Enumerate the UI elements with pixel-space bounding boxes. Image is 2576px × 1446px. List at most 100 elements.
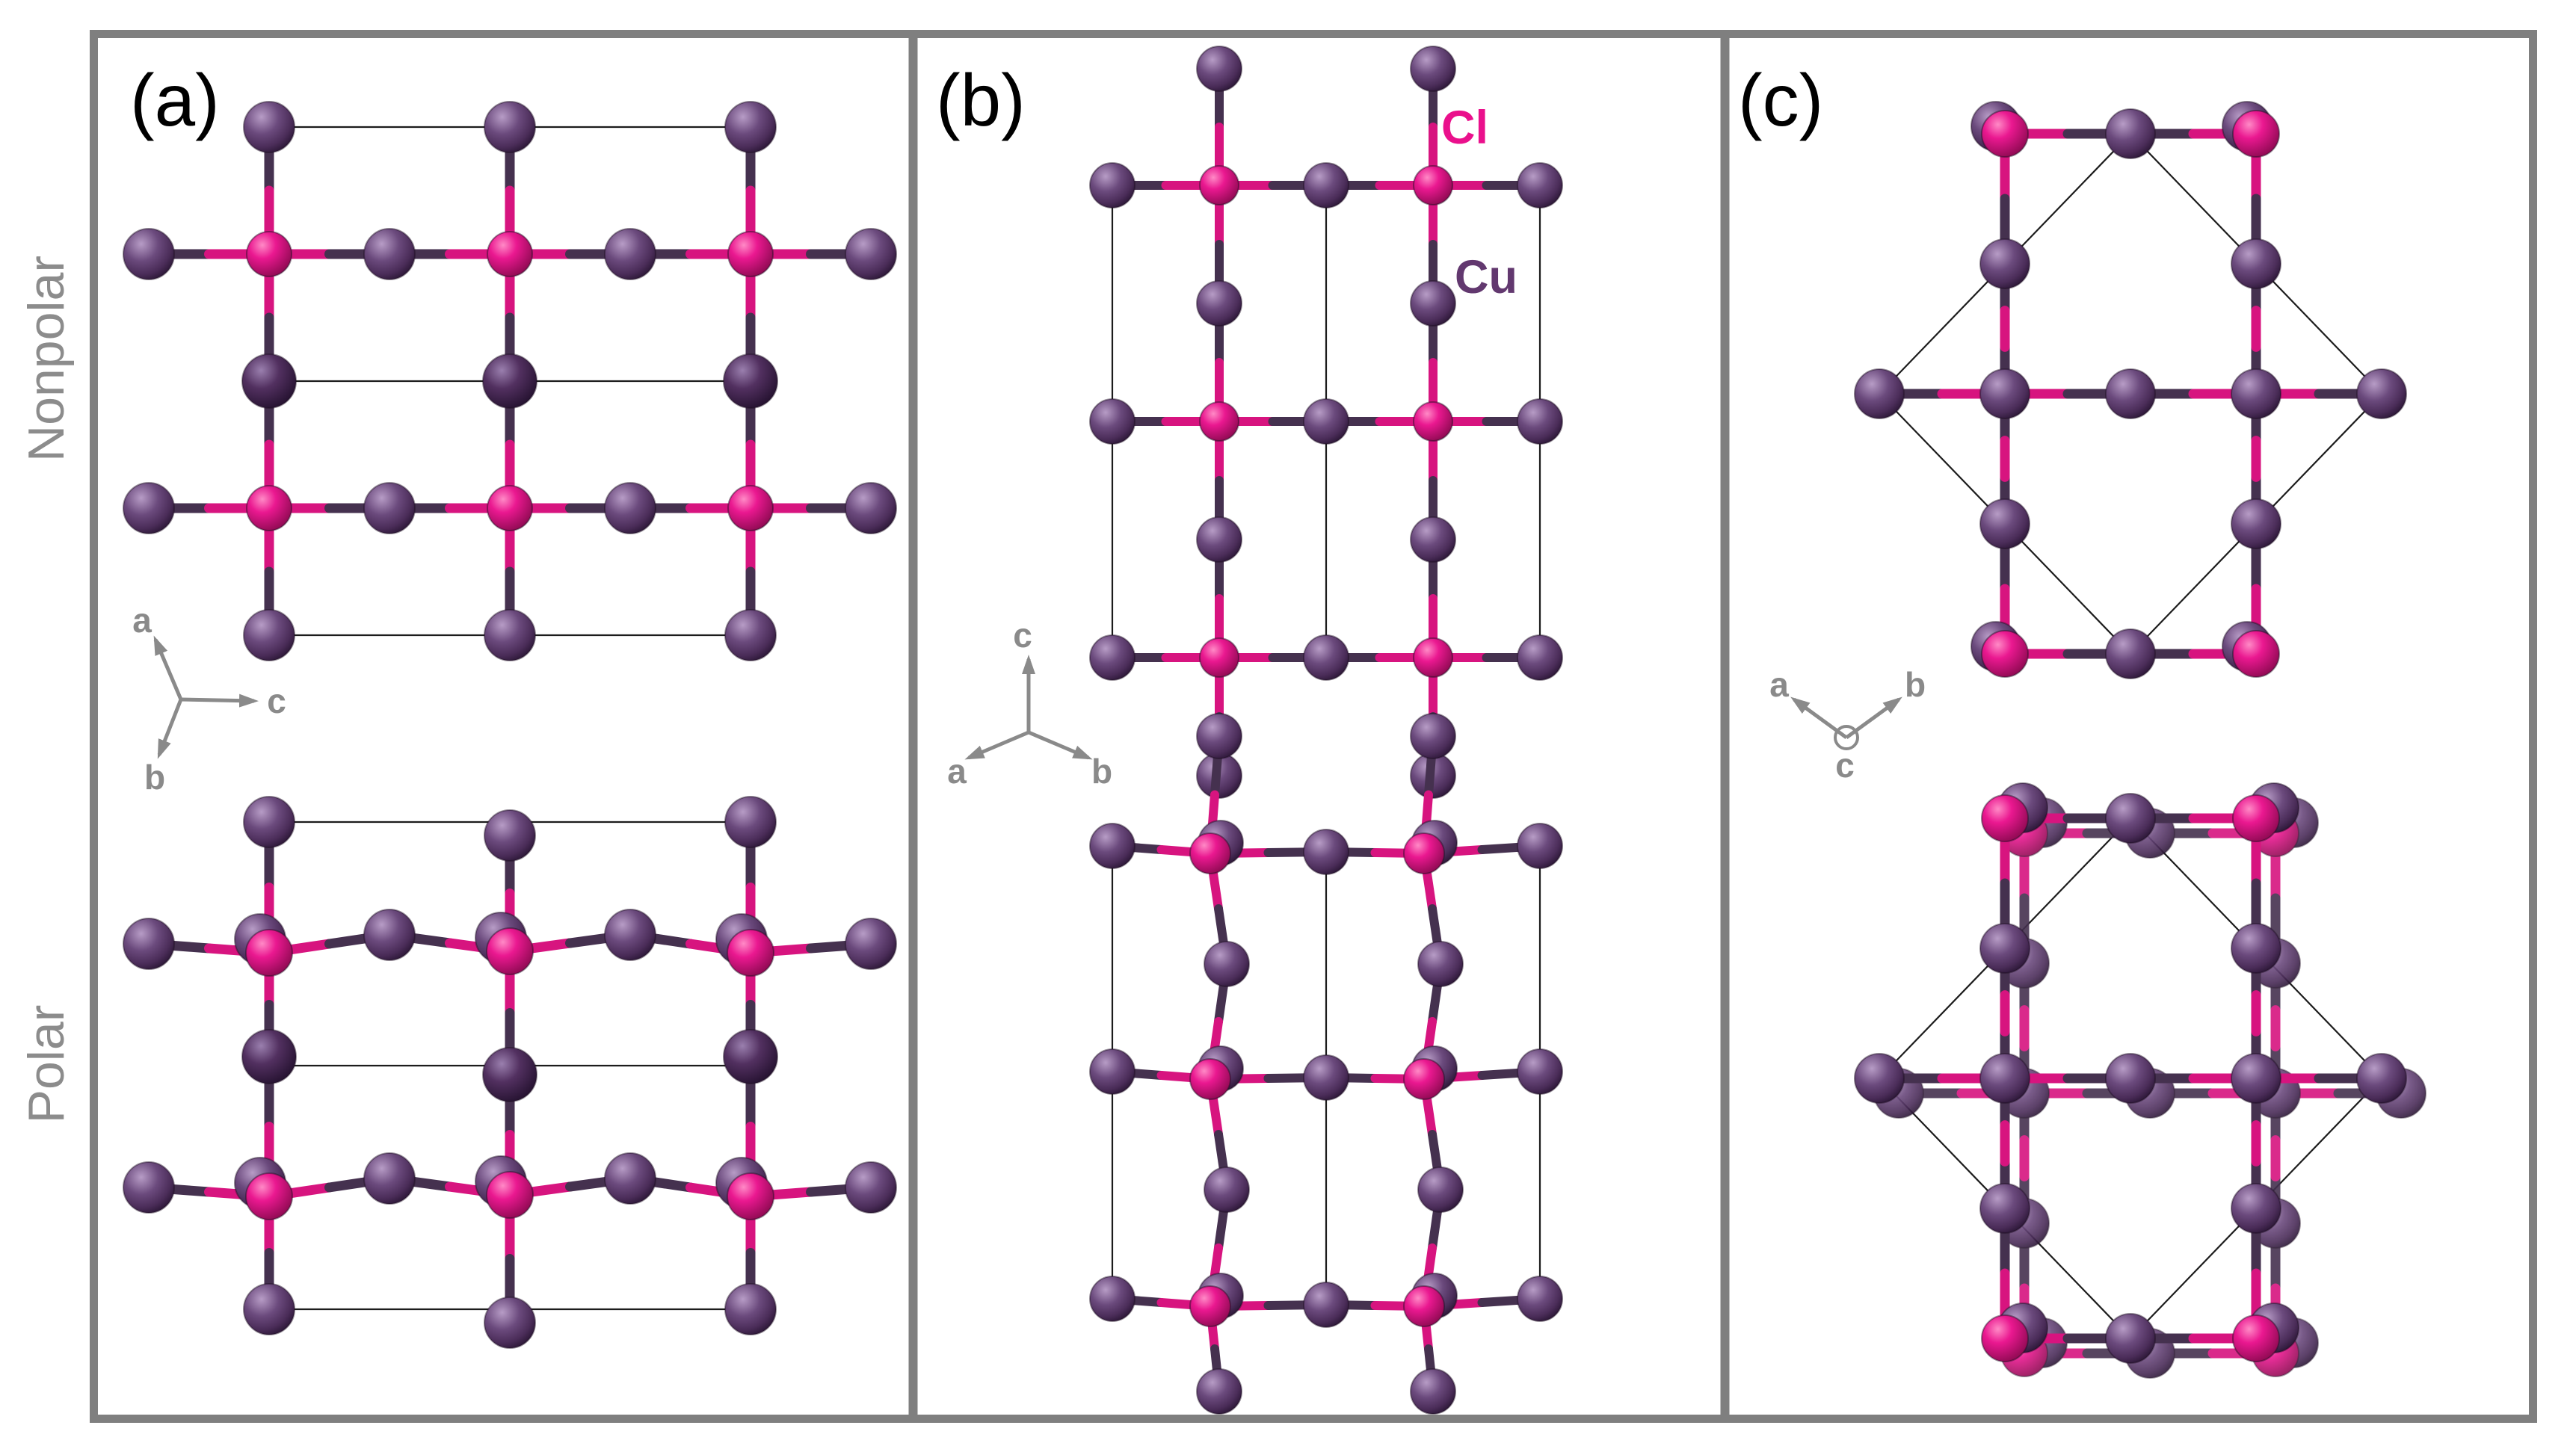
axis-label-b: b bbox=[1905, 665, 1926, 704]
atom-cu bbox=[123, 228, 175, 280]
atom-cu bbox=[2356, 1053, 2407, 1104]
atom-cu bbox=[1410, 280, 1456, 327]
atom-cu bbox=[2105, 1313, 2156, 1364]
atom-cl bbox=[2232, 630, 2280, 678]
atom-cl bbox=[1189, 1058, 1231, 1100]
structure-b-nonpolar bbox=[1089, 46, 1563, 799]
atom-cl bbox=[727, 231, 774, 277]
atom-cu bbox=[1517, 1048, 1563, 1095]
atom-cu bbox=[1196, 1368, 1242, 1415]
atom-cl bbox=[246, 231, 292, 277]
atom-cu bbox=[2231, 923, 2281, 974]
atom-cl bbox=[1189, 832, 1231, 874]
atom-cu bbox=[1517, 823, 1563, 869]
atom-cu bbox=[1303, 829, 1349, 875]
row-label-nonpolar: Nonpolar bbox=[18, 256, 75, 462]
atom-cu bbox=[1089, 162, 1136, 208]
legend-cu-label: Cu bbox=[1455, 251, 1517, 303]
axis-arrow-a bbox=[153, 635, 183, 700]
atom-cu bbox=[2105, 628, 2156, 679]
atom-cl bbox=[1199, 637, 1239, 678]
atom-cu bbox=[1417, 941, 1464, 987]
atom-cu bbox=[1303, 634, 1349, 681]
atom-cl bbox=[1413, 637, 1453, 678]
atom-cl bbox=[2232, 1314, 2280, 1362]
atom-cl bbox=[1403, 832, 1445, 874]
atom-cu bbox=[482, 353, 537, 409]
atom-cu bbox=[123, 918, 175, 970]
panel-label-b: (b) bbox=[936, 59, 1026, 141]
atom-cu bbox=[484, 101, 536, 153]
atom-cu bbox=[723, 353, 778, 409]
atom-cu bbox=[2356, 368, 2407, 419]
atom-cu bbox=[723, 1029, 778, 1084]
atom-cu bbox=[604, 1152, 656, 1205]
atom-cl bbox=[487, 485, 533, 531]
atom-cu bbox=[1204, 941, 1250, 987]
atom-cu bbox=[604, 482, 656, 534]
legend-cl-label: Cl bbox=[1441, 102, 1488, 154]
atom-cu bbox=[243, 609, 295, 661]
atom-cl bbox=[487, 231, 533, 277]
atom-cu bbox=[1417, 1167, 1464, 1213]
structure-c-nonpolar bbox=[1854, 101, 2407, 679]
atom-cu bbox=[1979, 368, 2030, 419]
atom-cl bbox=[1199, 165, 1239, 206]
atom-cu bbox=[1517, 1276, 1563, 1322]
atom-cu bbox=[1196, 516, 1242, 563]
atom-cu bbox=[604, 909, 656, 961]
atom-cl bbox=[1981, 794, 2029, 842]
atom-cu bbox=[1089, 398, 1136, 445]
atom-cl bbox=[1189, 1285, 1231, 1327]
atom-cl bbox=[245, 1172, 293, 1220]
structure-b-polar bbox=[1089, 713, 1563, 1415]
atom-cl bbox=[486, 927, 534, 975]
axis-out-of-plane-icon bbox=[1834, 725, 1859, 750]
axis-arrow-b bbox=[157, 699, 183, 759]
atom-cu bbox=[243, 1283, 295, 1335]
atom-cu bbox=[845, 1161, 897, 1214]
atom-cu bbox=[845, 482, 897, 534]
atom-cu bbox=[241, 353, 297, 409]
axis-widget-b: c a b bbox=[947, 616, 1112, 791]
atom-cu bbox=[1410, 516, 1456, 563]
atom-cu bbox=[1196, 46, 1242, 92]
atom-cu bbox=[1303, 162, 1349, 208]
atom-cu bbox=[724, 1283, 777, 1335]
atom-cu bbox=[241, 1029, 297, 1084]
atom-cu bbox=[1854, 1053, 1905, 1104]
atom-cl bbox=[1981, 110, 2029, 158]
atom-cu bbox=[1410, 46, 1456, 92]
atom-cu bbox=[1517, 634, 1563, 681]
atom-cl bbox=[245, 929, 293, 977]
axis-arrow-a bbox=[964, 730, 1029, 760]
atom-cu bbox=[2105, 108, 2156, 159]
atom-cu bbox=[2231, 238, 2281, 289]
axis-arrow-a bbox=[1790, 696, 1848, 740]
atom-cu bbox=[2105, 1053, 2156, 1104]
atom-cu bbox=[724, 609, 777, 661]
axis-label-b: b bbox=[144, 758, 165, 797]
atom-cu bbox=[2231, 498, 2281, 549]
atom-cu bbox=[845, 228, 897, 280]
atom-cu bbox=[123, 482, 175, 534]
atom-cl bbox=[727, 929, 774, 977]
atom-cu bbox=[2105, 368, 2156, 419]
atom-cu bbox=[123, 1161, 175, 1214]
atom-cu bbox=[2105, 793, 2156, 844]
atom-cu bbox=[363, 1152, 416, 1205]
atom-cu bbox=[1979, 1183, 2030, 1234]
atom-cl bbox=[1981, 1314, 2029, 1362]
axis-label-a: a bbox=[1769, 665, 1789, 704]
atom-cu bbox=[363, 228, 416, 280]
atom-cu bbox=[363, 482, 416, 534]
structure-c-polar bbox=[1854, 782, 2426, 1379]
atom-cu bbox=[1979, 923, 2030, 974]
atom-cl bbox=[2232, 110, 2280, 158]
atom-cu bbox=[724, 101, 777, 153]
structure-layer bbox=[1089, 46, 1563, 799]
atom-cu bbox=[724, 796, 777, 848]
atom-cu bbox=[1517, 162, 1563, 208]
